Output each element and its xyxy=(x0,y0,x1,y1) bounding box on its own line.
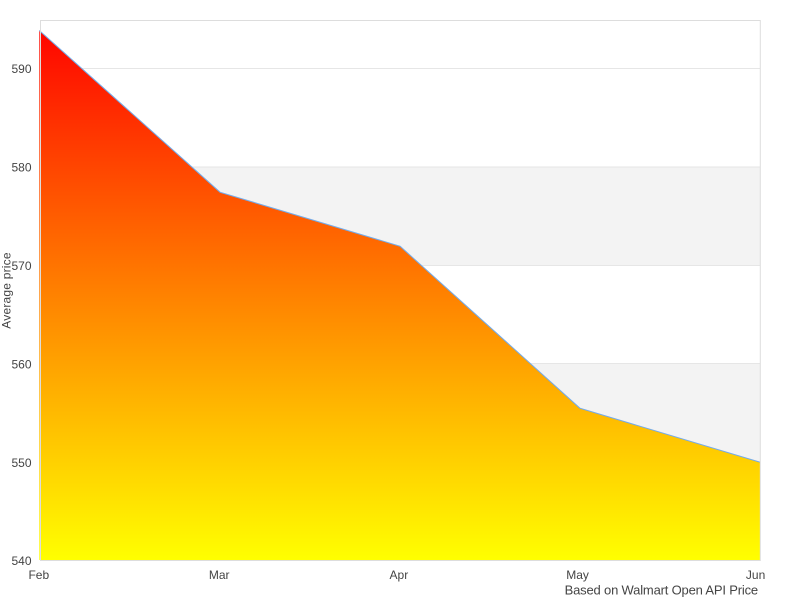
svg-text:Mar: Mar xyxy=(209,568,230,582)
svg-text:May: May xyxy=(566,568,589,582)
svg-text:580: 580 xyxy=(11,161,31,175)
svg-text:550: 550 xyxy=(11,456,31,470)
svg-text:540: 540 xyxy=(11,554,31,568)
svg-text:570: 570 xyxy=(11,259,31,273)
svg-text:590: 590 xyxy=(11,62,31,76)
svg-text:Jun: Jun xyxy=(746,568,765,582)
svg-text:Feb: Feb xyxy=(28,568,49,582)
svg-text:Based on Walmart Open API Pric: Based on Walmart Open API Price xyxy=(565,582,758,597)
svg-text:Average price: Average price xyxy=(0,252,14,329)
svg-text:560: 560 xyxy=(11,358,31,372)
svg-text:Apr: Apr xyxy=(390,568,409,582)
